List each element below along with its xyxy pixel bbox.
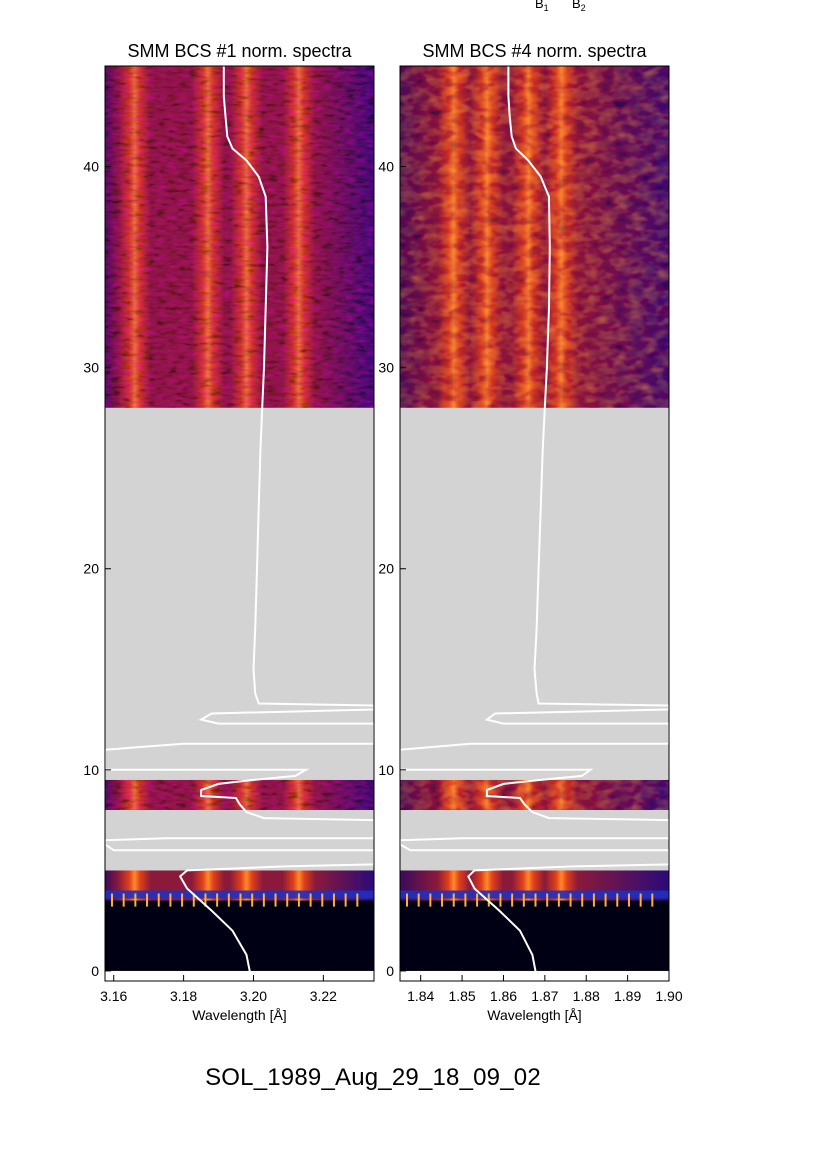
data-band-low-tick <box>321 893 324 907</box>
x-tick-label: 1.86 <box>490 988 517 1004</box>
y-tick-label: 20 <box>83 561 99 577</box>
y-tick-label: 40 <box>378 159 394 175</box>
data-band-low-tick <box>204 893 207 907</box>
data-band-low-tick <box>216 893 219 907</box>
y-tick-label: 20 <box>378 561 394 577</box>
data-band-low-tick <box>192 893 195 907</box>
x-axis-label: Wavelength [Å] <box>487 1007 581 1023</box>
data-band-low-tick <box>239 893 242 907</box>
data-band-low-tick <box>476 893 479 907</box>
data-band-low-tick <box>464 893 467 907</box>
data-band-low-tick <box>169 893 172 907</box>
y-tick-label: 10 <box>83 762 99 778</box>
data-band-low-tick <box>569 893 572 907</box>
spectrum-panel-bcs4: SMM BCS #4 norm. spectra 0 10 20 30 40 1.84 1.8… <box>378 41 682 1023</box>
data-band-low-tick <box>157 893 160 907</box>
data-band-low-tick <box>534 893 537 907</box>
data-band-low-tick <box>251 893 254 907</box>
panel-title: SMM BCS #4 norm. spectra <box>422 41 647 61</box>
data-band-low-tick <box>557 893 560 907</box>
data-band-low-tick <box>309 893 312 907</box>
data-band-low-tick <box>286 893 289 907</box>
x-axis-label: Wavelength [Å] <box>192 1007 286 1023</box>
light-curve <box>105 66 374 981</box>
x-tick-label: 1.85 <box>448 988 475 1004</box>
event-title: SOL_1989_Aug_29_18_09_02 <box>205 1064 541 1091</box>
data-band-low-tick <box>297 893 300 907</box>
data-band-low-tick <box>616 893 619 907</box>
x-tick-label: 3.20 <box>240 988 267 1004</box>
data-band-low-tick <box>499 893 502 907</box>
data-band-low-tick <box>146 893 149 907</box>
data-band-2-texture <box>105 66 374 408</box>
data-band-low-tick <box>417 893 420 907</box>
data-band-low-tick <box>604 893 607 907</box>
data-band-low-tick <box>122 893 125 907</box>
axis-frame <box>104 65 375 982</box>
data-band-low-tick <box>651 893 654 907</box>
x-tick-label: 1.89 <box>614 988 641 1004</box>
data-band-low-tick <box>511 893 514 907</box>
y-tick-label: 0 <box>386 963 394 979</box>
data-band-low-tick <box>546 893 549 907</box>
data-gap-1 <box>400 407 669 780</box>
panel-title: SMM BCS #1 norm. spectra <box>127 41 352 61</box>
y-tick-label: 10 <box>378 762 394 778</box>
data-band-low-tick <box>111 893 113 907</box>
x-tick-label: 3.22 <box>310 988 337 1004</box>
axis-frame <box>399 65 670 982</box>
data-band-low-tick <box>356 893 359 907</box>
data-band-low-tick <box>627 893 630 907</box>
header-symbols: B1 B2 <box>535 0 586 13</box>
data-band-low-tick <box>592 893 595 907</box>
data-band-low-tick <box>452 893 455 907</box>
data-band-low-tick <box>227 893 230 907</box>
light-curve <box>400 66 669 981</box>
data-band-1-texture <box>400 779 669 811</box>
y-tick-label: 0 <box>91 963 99 979</box>
data-band-low-tick <box>639 893 642 907</box>
data-gap-1 <box>105 407 374 780</box>
data-band-2-texture <box>400 66 669 408</box>
x-tick-label: 1.90 <box>655 988 682 1004</box>
data-band-low-tick <box>522 893 525 907</box>
data-band-low-tick <box>429 893 432 907</box>
y-tick-label: 30 <box>378 360 394 376</box>
data-band-low-tick <box>134 893 137 907</box>
data-band-low-tick <box>332 893 335 907</box>
data-band-1-texture <box>105 779 374 811</box>
y-tick-label: 30 <box>83 360 99 376</box>
data-band-low-tick <box>406 893 408 907</box>
plot-area <box>105 66 374 981</box>
data-band-low-tick <box>581 893 584 907</box>
x-tick-label: 1.88 <box>573 988 600 1004</box>
data-band-low-tick <box>181 893 184 907</box>
data-band-low-tick <box>262 893 265 907</box>
spectrum-panel-bcs1: SMM BCS #1 norm. spectra 0 10 20 30 40 3.16 3.1… <box>83 41 375 1023</box>
x-tick-label: 3.18 <box>170 988 197 1004</box>
plot-area <box>400 66 669 981</box>
data-band-low-tick <box>344 893 347 907</box>
x-tick-label: 1.84 <box>407 988 434 1004</box>
data-band-low-tick <box>441 893 444 907</box>
data-band-low-tick <box>274 893 277 907</box>
b1-symbol: B1 <box>535 0 549 13</box>
b2-symbol: B2 <box>572 0 586 13</box>
y-tick-label: 40 <box>83 159 99 175</box>
x-tick-label: 1.87 <box>531 988 558 1004</box>
x-tick-label: 3.16 <box>100 988 127 1004</box>
